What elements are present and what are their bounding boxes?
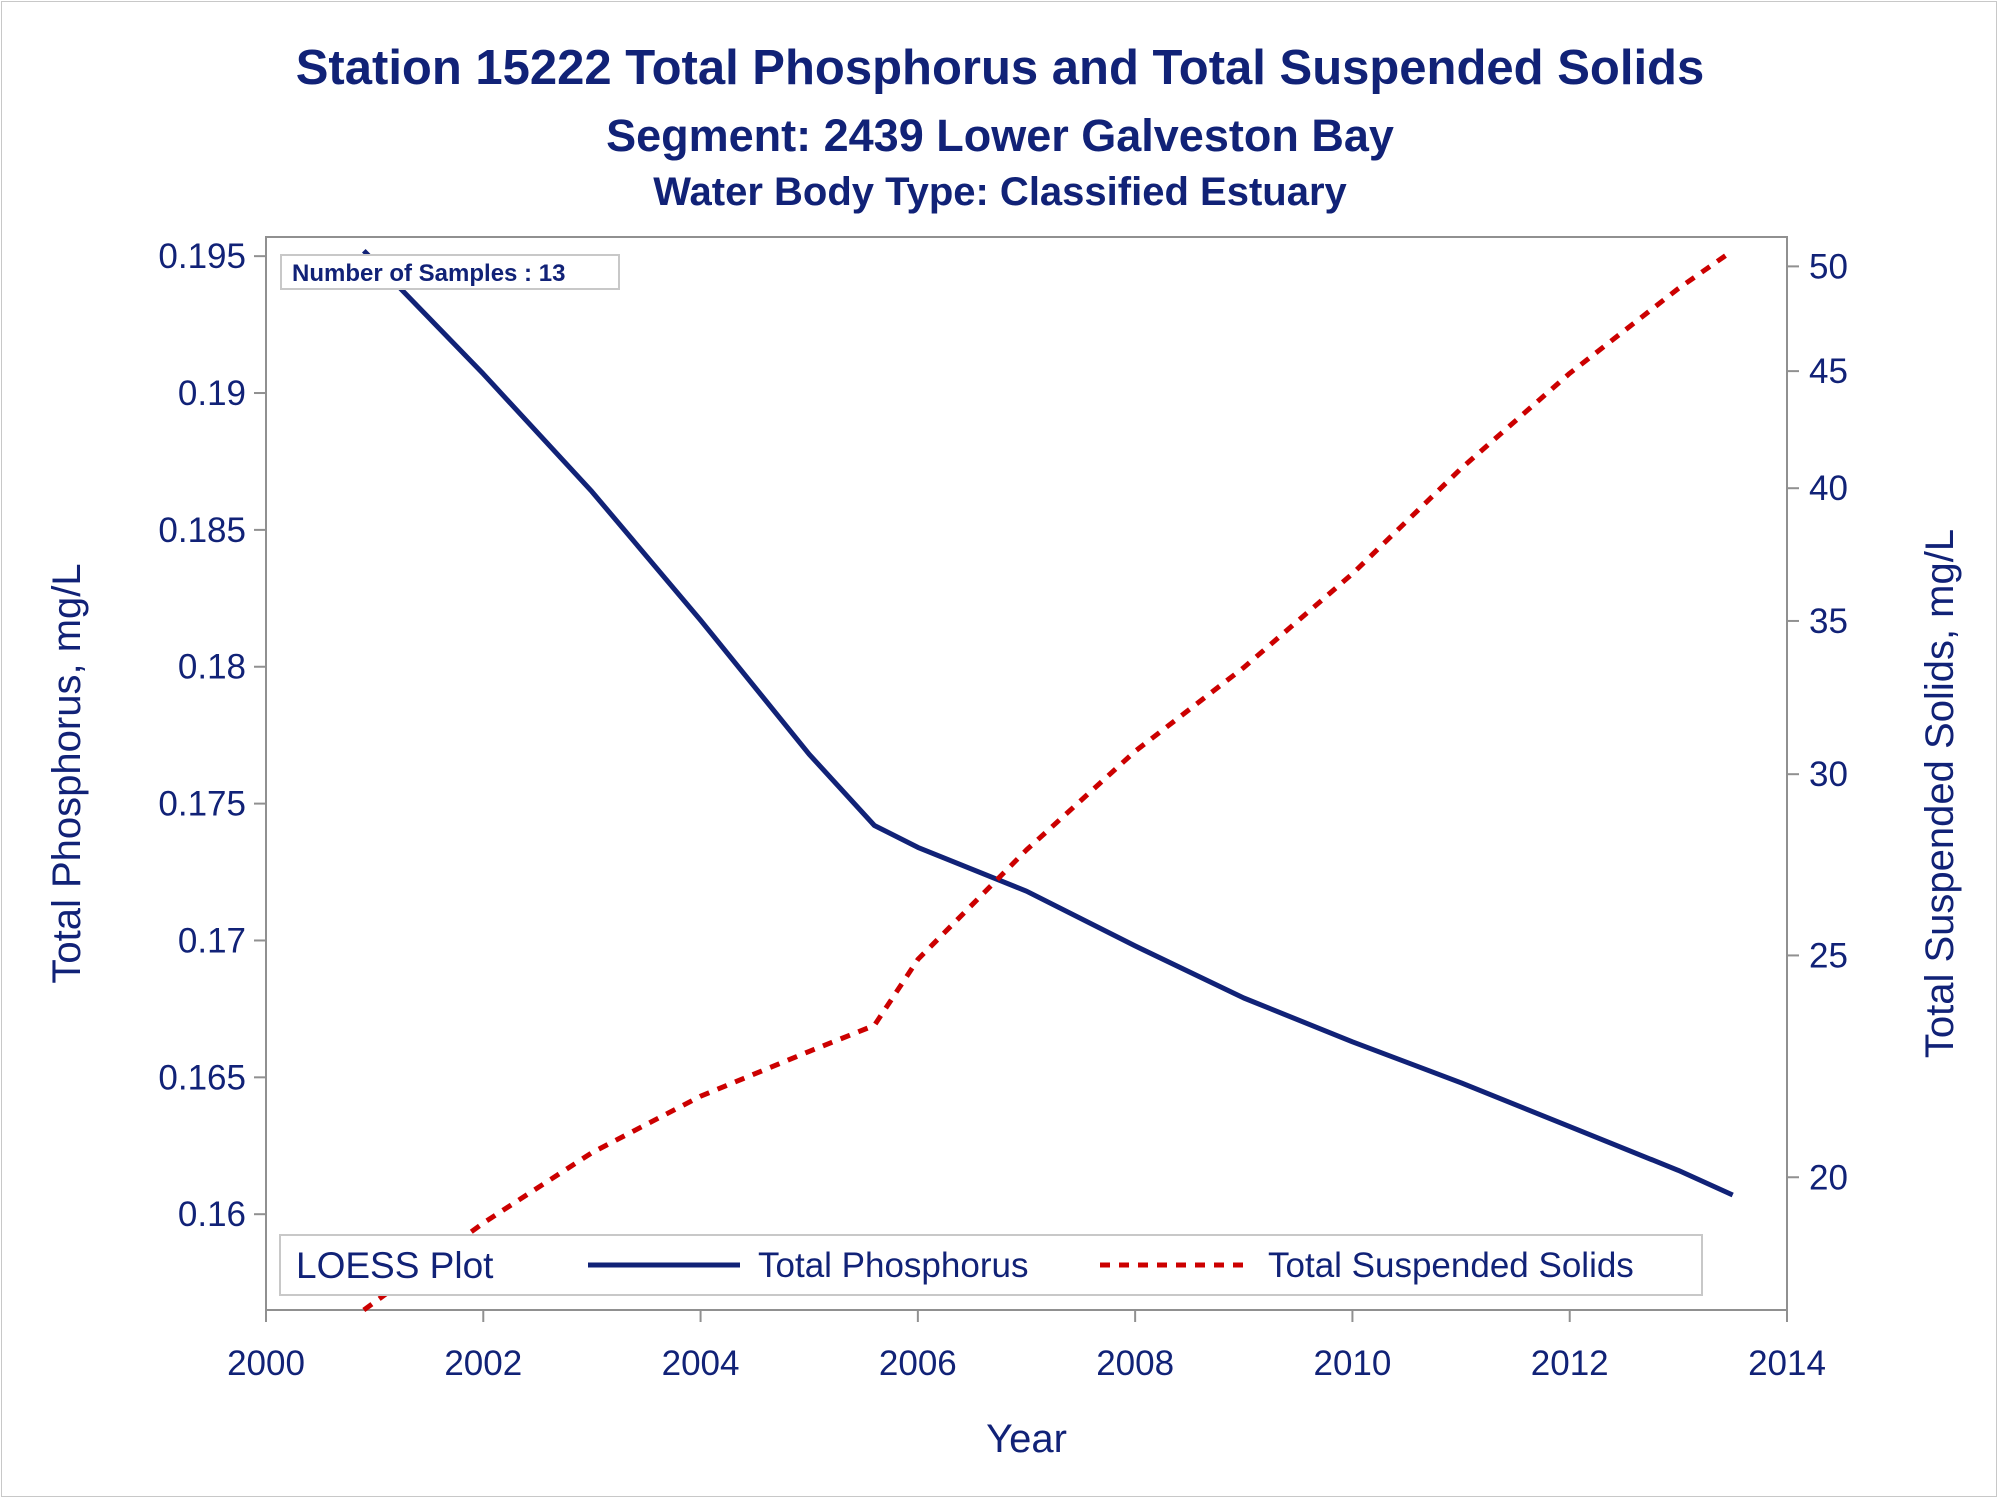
y-right-tick-label: 30 — [1809, 755, 1848, 794]
x-tick-label: 2002 — [444, 1344, 522, 1383]
x-tick-label: 2008 — [1096, 1344, 1174, 1383]
y-left-tick-label: 0.175 — [158, 785, 246, 824]
x-tick-label: 2012 — [1531, 1344, 1609, 1383]
y-left-tick-label: 0.185 — [158, 511, 246, 550]
x-tick-label: 2004 — [662, 1344, 740, 1383]
x-tick-label: 2014 — [1748, 1344, 1826, 1383]
plot-area — [265, 236, 1788, 1311]
y-right-tick-label: 25 — [1809, 936, 1848, 975]
y-right-tick-label: 35 — [1809, 602, 1848, 641]
y-left-tick-label: 0.17 — [178, 921, 246, 960]
legend-label-total-suspended-solids: Total Suspended Solids — [1268, 1246, 1634, 1285]
y-left-tick-label: 0.195 — [158, 237, 246, 276]
y-right-tick-label: 50 — [1809, 247, 1848, 286]
chart-subtitle: Segment: 2439 Lower Galveston Bay — [606, 110, 1394, 161]
x-tick-label: 2006 — [879, 1344, 957, 1383]
sample-count-label: Number of Samples : 13 — [292, 260, 565, 287]
chart-title: Station 15222 Total Phosphorus and Total… — [295, 41, 1705, 95]
sample-count-box: Number of Samples : 13 — [280, 254, 620, 290]
y-axis-label-right: Total Suspended Solids, mg/L — [1918, 529, 1962, 1058]
series-layer — [362, 248, 1735, 1313]
y-left-tick-label: 0.165 — [158, 1058, 246, 1097]
series-line-total-suspended-solids — [362, 248, 1735, 1313]
y-right-tick-label: 20 — [1809, 1158, 1848, 1197]
y-left-tick-label: 0.16 — [178, 1195, 246, 1234]
legend: LOESS Plot Total Phosphorus Total Suspen… — [279, 1234, 1703, 1296]
y-left-tick-label: 0.18 — [178, 648, 246, 687]
y-axis-label-left: Total Phosphorus, mg/L — [45, 563, 89, 983]
y-right-tick-label: 45 — [1809, 352, 1848, 391]
y-axis-right: 20 25 30 35 40 45 50 — [1787, 247, 1848, 1197]
legend-title: LOESS Plot — [296, 1245, 494, 1286]
x-tick-label: 2000 — [227, 1344, 305, 1383]
x-axis-label: Year — [986, 1417, 1067, 1461]
y-axis-left: 0.16 0.165 0.17 0.175 0.18 0.185 0.19 0.195 — [158, 237, 266, 1234]
y-right-tick-label: 40 — [1809, 469, 1848, 508]
x-tick-label: 2010 — [1313, 1344, 1391, 1383]
y-left-tick-label: 0.19 — [178, 374, 246, 413]
x-axis: 2000 2002 2004 2006 2008 2010 2012 2014 — [227, 1310, 1826, 1383]
series-line-total-phosphorus — [362, 248, 1734, 1198]
chart-subtitle-2: Water Body Type: Classified Estuary — [653, 170, 1347, 214]
legend-label-total-phosphorus: Total Phosphorus — [758, 1246, 1028, 1285]
